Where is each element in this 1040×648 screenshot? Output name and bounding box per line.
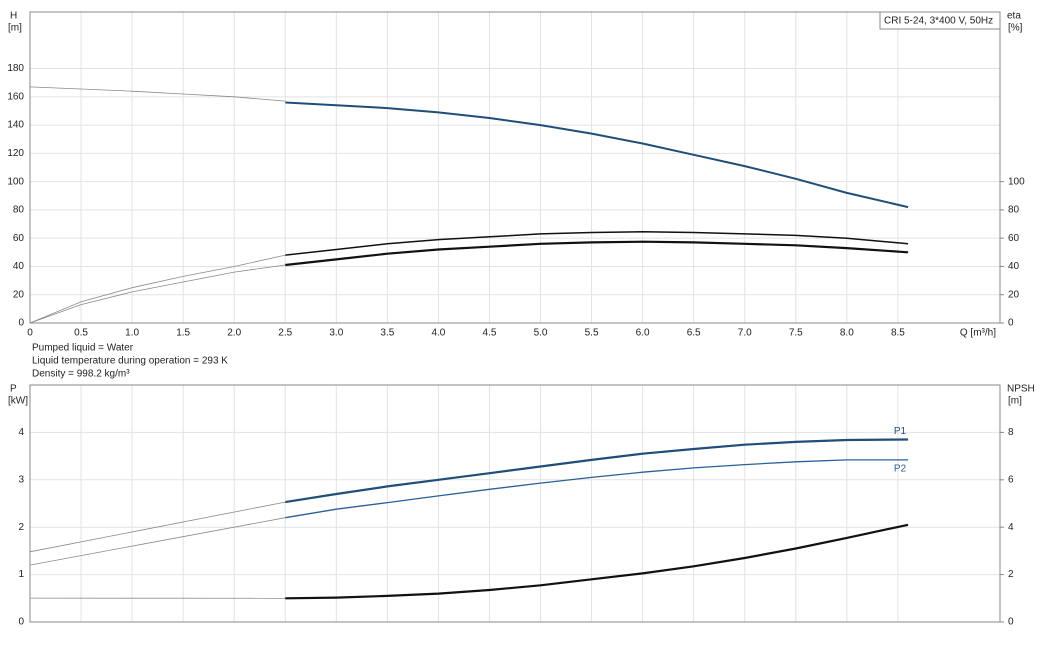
x-tick-label: 4.0 (431, 328, 445, 339)
y2-tick-label: 6 (1008, 474, 1014, 485)
y-tick-label: 1 (18, 569, 24, 580)
x-tick-label: 3.5 (380, 328, 394, 339)
y2-tick-label: 20 (1008, 289, 1020, 300)
x-tick-label: 6.5 (687, 328, 701, 339)
y-tick-label: 60 (13, 233, 25, 244)
y-tick-label: 100 (7, 176, 24, 187)
note: Density = 998.2 kg/m³ (32, 369, 130, 380)
curve (285, 459, 909, 519)
y2-axis-label: eta (1007, 11, 1021, 22)
y-tick-label: 20 (13, 289, 25, 300)
x-tick-label: 6.0 (636, 328, 650, 339)
y2-tick-label: 0 (1008, 617, 1014, 628)
curve (29, 517, 286, 566)
y-axis-unit: [kW] (8, 396, 28, 407)
y2-tick-label: 60 (1008, 233, 1020, 244)
x-tick-label: 5.0 (534, 328, 548, 339)
x-tick-label: 5.5 (585, 328, 599, 339)
y-tick-label: 120 (7, 148, 24, 159)
x-tick-label: 4.5 (483, 328, 497, 339)
x-tick-label: 0.5 (74, 328, 88, 339)
y2-tick-label: 100 (1008, 176, 1025, 187)
y2-tick-label: 4 (1008, 522, 1014, 533)
y2-axis-label: NPSH (1007, 384, 1035, 395)
x-tick-label: 2.0 (227, 328, 241, 339)
y2-axis-unit: [%] (1008, 23, 1023, 34)
x-tick-label: 8.0 (840, 328, 854, 339)
x-tick-label: 0 (27, 328, 33, 339)
x-tick-label: 7.5 (789, 328, 803, 339)
y2-tick-label: 2 (1008, 569, 1014, 580)
y-tick-label: 4 (18, 427, 24, 438)
y-tick-label: 2 (18, 522, 24, 533)
y-axis-unit: [m] (8, 23, 22, 34)
y-tick-label: 160 (7, 91, 24, 102)
curve (29, 501, 286, 553)
x-tick-label: 3.0 (329, 328, 343, 339)
y2-tick-label: 80 (1008, 205, 1020, 216)
curve (29, 264, 286, 324)
x-tick-label: 1.5 (176, 328, 190, 339)
curve (285, 438, 909, 504)
x-tick-label: 2.5 (278, 328, 292, 339)
curve (29, 86, 286, 102)
curve (29, 254, 286, 324)
plot-frame (29, 11, 1001, 324)
curve (285, 231, 909, 256)
series-label: P2 (894, 464, 907, 475)
x-axis-label: Q [m³/h] (960, 328, 996, 339)
y2-tick-label: 0 (1008, 318, 1014, 329)
chart-title: CRI 5-24, 3*400 V, 50Hz (884, 16, 993, 27)
note: Pumped liquid = Water (32, 343, 134, 354)
y-tick-label: 180 (7, 63, 24, 74)
y-tick-label: 80 (13, 205, 25, 216)
y-tick-label: 0 (18, 617, 24, 628)
curve (285, 523, 909, 600)
curve (285, 240, 909, 267)
x-tick-label: 1.0 (125, 328, 139, 339)
y-tick-label: 0 (18, 318, 24, 329)
plot-frame (29, 384, 1001, 623)
y2-tick-label: 8 (1008, 427, 1014, 438)
y2-axis-unit: [m] (1008, 396, 1022, 407)
note: Liquid temperature during operation = 29… (32, 356, 228, 367)
title-box (879, 11, 1001, 30)
y-axis-label: H (10, 11, 17, 22)
y-axis-label: P (10, 384, 17, 395)
y-tick-label: 40 (13, 261, 25, 272)
series-label: P1 (894, 426, 907, 437)
y-tick-label: 140 (7, 120, 24, 131)
curve (285, 101, 909, 209)
x-tick-label: 8.5 (891, 328, 905, 339)
y-tick-label: 3 (18, 474, 24, 485)
x-tick-label: 7.0 (738, 328, 752, 339)
y2-tick-label: 40 (1008, 261, 1020, 272)
